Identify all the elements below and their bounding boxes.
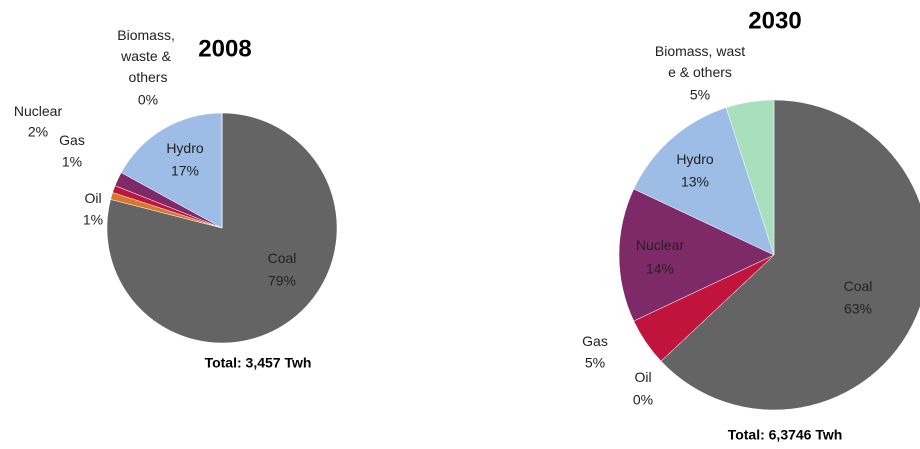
slice-name-line: others <box>129 69 168 85</box>
slice-name: Nuclear <box>14 103 63 119</box>
slice-value-label: 13% <box>681 174 709 190</box>
slice-value-label: 14% <box>646 261 674 277</box>
slice-name-line: Biomass, <box>117 27 178 43</box>
slice-name-line: Coal <box>268 250 297 266</box>
slice-name-line: Gas <box>582 333 608 349</box>
slice-name: Hydro <box>166 140 204 156</box>
slice-name-line: e & others <box>668 64 732 80</box>
slice-name: Coal <box>844 278 873 294</box>
pie-slice <box>106 112 338 344</box>
slice-value-label: 1% <box>62 154 82 170</box>
slice-value-label: 79% <box>268 273 296 289</box>
slice-value-label: 17% <box>171 163 199 179</box>
pie-slice <box>633 107 775 256</box>
slice-name: Oil <box>84 190 101 206</box>
slice-name: Nuclear <box>636 237 685 253</box>
slice-name: Gas <box>59 132 85 148</box>
pie-slice <box>120 112 223 229</box>
slice-value-label: 5% <box>585 355 605 371</box>
slice-value-label: 63% <box>844 301 872 317</box>
slice-name-line: Hydro <box>166 140 204 156</box>
slice-name: Hydro <box>676 151 714 167</box>
slice-name-line: Gas <box>59 132 85 148</box>
slice-name-line: Nuclear <box>636 237 685 253</box>
slice-value-label: 0% <box>138 92 158 108</box>
pie-slice <box>660 99 920 411</box>
slice-name-line: Biomass, wast <box>655 43 745 59</box>
slice-value-label: 0% <box>633 392 653 408</box>
slice-name: Oil <box>634 369 651 385</box>
slice-name-line: Oil <box>634 369 651 385</box>
slice-value-label: 1% <box>83 212 103 228</box>
slice-name-line: Coal <box>844 278 873 294</box>
slice-value-label: 5% <box>690 87 710 103</box>
slice-name: Coal <box>268 250 297 266</box>
chart-title: 2030 <box>748 7 801 34</box>
pie-slice <box>618 188 775 322</box>
total-label: Total: 3,457 Twh <box>205 355 312 371</box>
slice-name: Biomass, wast e & others <box>655 43 745 80</box>
slice-name-line: Nuclear <box>14 103 63 119</box>
slice-name: Biomass, waste & others <box>117 27 178 85</box>
chart-title: 2008 <box>198 35 251 62</box>
slice-name-line: Hydro <box>676 151 714 167</box>
slice-name-line: waste & <box>120 48 175 64</box>
slice-name-line: Oil <box>84 190 101 206</box>
pie-slice <box>725 99 775 256</box>
slice-value-label: 2% <box>28 124 48 140</box>
total-label: Total: 6,3746 Twh <box>728 427 843 443</box>
slice-name: Gas <box>582 333 608 349</box>
